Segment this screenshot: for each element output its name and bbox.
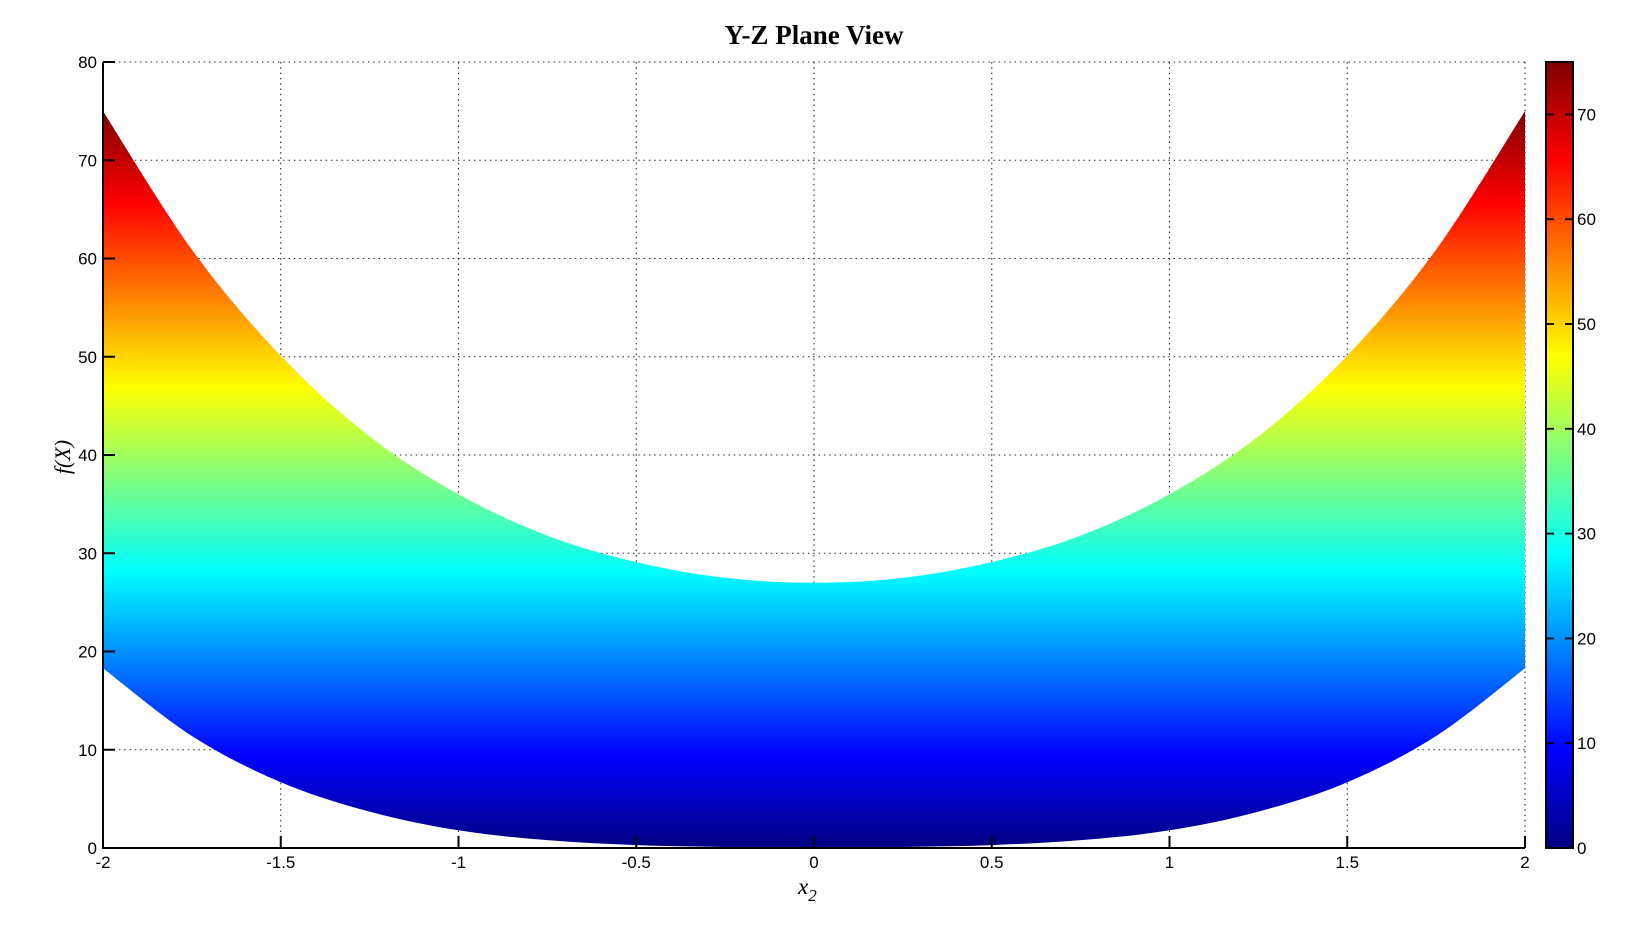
colorbar-gradient xyxy=(1545,61,1574,849)
y-tick-label: 40 xyxy=(78,446,97,465)
x-tick-label: -1 xyxy=(451,853,466,872)
y-tick-label: 10 xyxy=(78,741,97,760)
y-tick-label: 60 xyxy=(78,250,97,269)
y-tick-labels: 0 10 20 30 40 50 60 70 80 xyxy=(78,53,97,858)
y-tick-label: 50 xyxy=(78,348,97,367)
x-tick-label: 0 xyxy=(809,853,818,872)
x-tick-label: 0.5 xyxy=(980,853,1004,872)
colorbar-tick-label: 70 xyxy=(1577,105,1596,124)
x-tick-label: -0.5 xyxy=(622,853,651,872)
colorbar-tick-label: 40 xyxy=(1577,420,1596,439)
x-tick-label: -1.5 xyxy=(266,853,295,872)
x-tick-label: 1 xyxy=(1165,853,1174,872)
x-tick-label: -2 xyxy=(95,853,110,872)
x-tick-labels: -2 -1.5 -1 -0.5 0 0.5 1 1.5 2 xyxy=(95,853,1529,872)
colorbar-tick-label: 0 xyxy=(1577,839,1586,858)
x-axis-label-base: x xyxy=(798,874,809,899)
x-axis-label: x2 xyxy=(798,874,817,904)
y-tick-label: 30 xyxy=(78,544,97,563)
colorbar-tick-label: 30 xyxy=(1577,525,1596,544)
colorbar-tick-label: 60 xyxy=(1577,210,1596,229)
x-axis-label-subscript: 2 xyxy=(808,886,817,905)
chart-title: Y-Z Plane View xyxy=(724,20,904,50)
colorbar-tick-marks xyxy=(1547,113,1572,849)
colorbar-tick-labels: 0 10 20 30 40 50 60 70 xyxy=(1577,105,1596,858)
colorbar-tick-label: 20 xyxy=(1577,629,1596,648)
colorbar-tick-label: 10 xyxy=(1577,734,1596,753)
surface-band xyxy=(103,111,1525,849)
colorbar: 0 10 20 30 40 50 60 70 xyxy=(1545,61,1596,858)
x-tick-label: 1.5 xyxy=(1335,853,1359,872)
colorbar-tick-label: 50 xyxy=(1577,315,1596,334)
y-tick-label: 0 xyxy=(88,839,97,858)
tick-marks xyxy=(102,61,1526,849)
y-tick-label: 20 xyxy=(78,643,97,662)
y-tick-label: 80 xyxy=(78,53,97,72)
y-tick-label: 70 xyxy=(78,151,97,170)
x-tick-label: 2 xyxy=(1520,853,1529,872)
